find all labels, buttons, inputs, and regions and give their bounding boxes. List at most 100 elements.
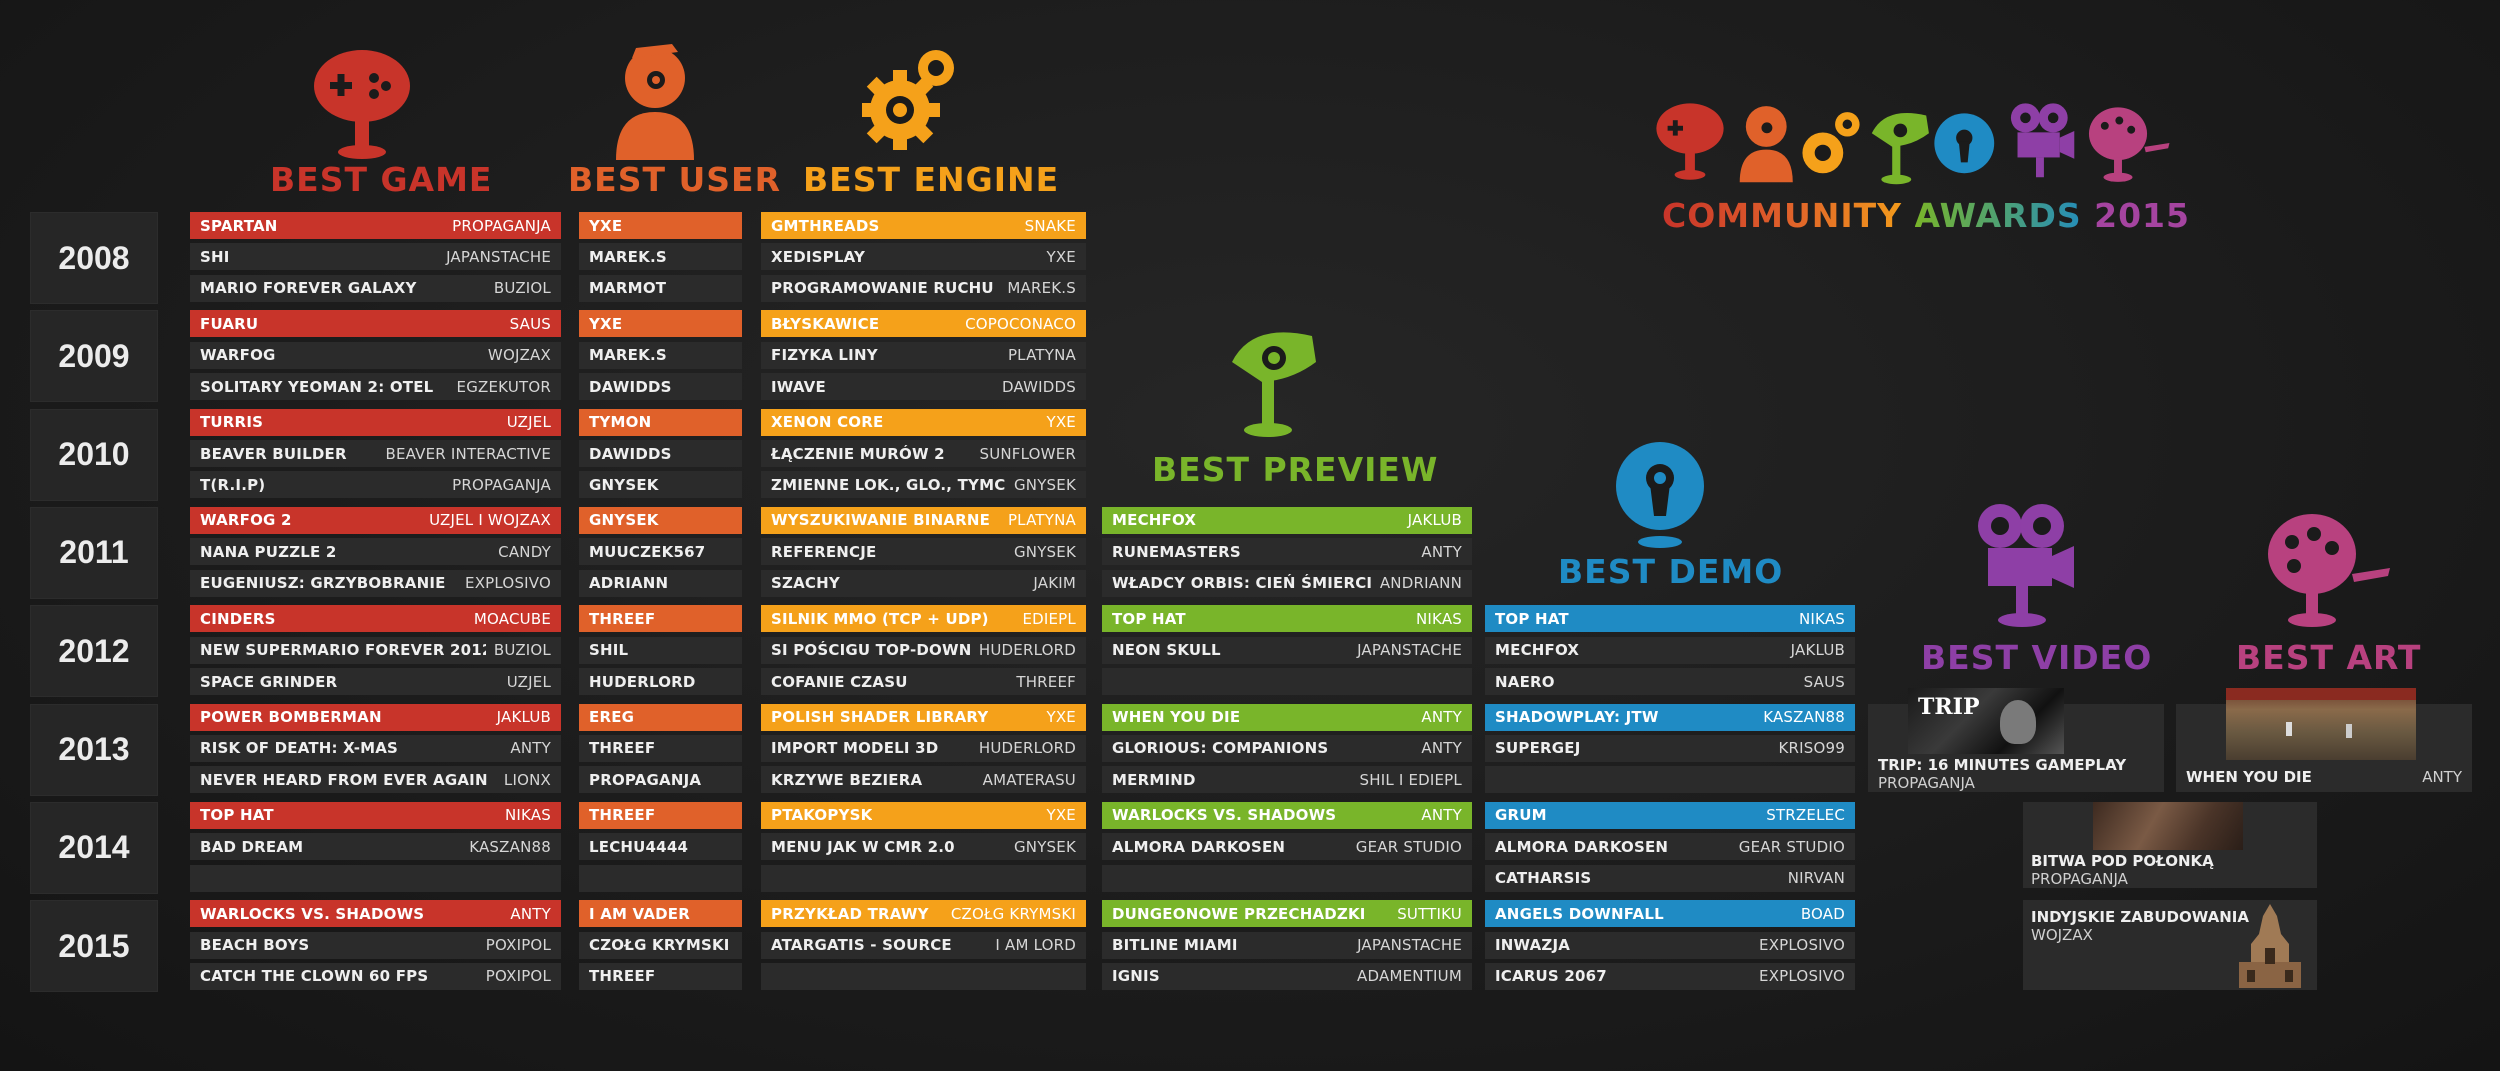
demo-entry[interactable]: ICARUS 2067 EXPLOSIVO	[1485, 962, 1855, 990]
game-entry[interactable]: NEW SUPERMARIO FOREVER 2012 BUZIOL	[190, 636, 561, 664]
video-card-bitwa[interactable]: BITWA POD POŁONKĄ PROPAGANJA	[2023, 802, 2317, 888]
game-entry[interactable]: CATCH THE CLOWN 60 FPS POXIPOL	[190, 962, 561, 990]
video-card-indyjskie[interactable]: INDYJSKIE ZABUDOWANIA WOJZAX	[2023, 900, 2317, 990]
demo-entry-winner[interactable]: ANGELS DOWNFALL BOAD	[1485, 900, 1855, 928]
preview-entry-winner[interactable]: DUNGEONOWE PRZECHADZKI SUTTIKU	[1102, 900, 1472, 928]
engine-entry[interactable]: ZMIENNE LOK., GLO., TYMC. GNYSEK	[761, 471, 1086, 499]
user-entry-winner[interactable]: YXE	[579, 310, 742, 338]
preview-entry-winner[interactable]: WHEN YOU DIE ANTY	[1102, 703, 1472, 731]
engine-entry[interactable]: PROGRAMOWANIE RUCHU MAREK.S	[761, 274, 1086, 302]
video-card-trip[interactable]: TRIP TRIP: 16 MINUTES GAMEPLAY PROPAGANJ…	[1868, 688, 2164, 792]
user-entry[interactable]: GNYSEK	[579, 471, 742, 499]
engine-entry-winner[interactable]: BŁYSKAWICE COPOCONACO	[761, 310, 1086, 338]
user-entry[interactable]: HUDERLORD	[579, 668, 742, 695]
game-entry[interactable]: BEACH BOYS POXIPOL	[190, 931, 561, 959]
engine-entry[interactable]: COFANIE CZASU THREEF	[761, 668, 1086, 695]
preview-entry-winner[interactable]: MECHFOX JAKLUB	[1102, 506, 1472, 534]
game-entry-winner[interactable]: POWER BOMBERMAN JAKLUB	[190, 703, 561, 731]
game-entry-winner[interactable]: TURRIS UZJEL	[190, 408, 561, 436]
preview-entry[interactable]: GLORIOUS: COMPANIONS ANTY	[1102, 734, 1472, 762]
game-entry[interactable]: NEVER HEARD FROM EVER AGAIN LIONX	[190, 766, 561, 794]
user-entry-winner[interactable]: EREG	[579, 703, 742, 731]
game-entry[interactable]: BAD DREAM KASZAN88	[190, 833, 561, 861]
engine-entry[interactable]: KRZYWE BEZIERA AMATERASU	[761, 766, 1086, 794]
user-entry[interactable]: LECHU4444	[579, 833, 742, 861]
game-entry[interactable]: SPACE GRINDER UZJEL	[190, 668, 561, 695]
entry-title: BEACH BOYS	[200, 936, 310, 954]
game-entry-winner[interactable]: FUARU SAUS	[190, 310, 561, 338]
user-entry-winner[interactable]: I AM VADER	[579, 900, 742, 928]
game-entry-winner[interactable]: WARFOG 2 UZJEL I WOJZAX	[190, 506, 561, 534]
demo-entry[interactable]: INWAZJA EXPLOSIVO	[1485, 931, 1855, 959]
preview-entry-winner[interactable]: TOP HAT NIKAS	[1102, 605, 1472, 633]
user-entry[interactable]: THREEF	[579, 734, 742, 762]
engine-entry[interactable]: SZACHY JAKIM	[761, 569, 1086, 597]
game-entry-winner[interactable]: WARLOCKS VS. SHADOWS ANTY	[190, 900, 561, 928]
user-entry-winner[interactable]: TYMON	[579, 408, 742, 436]
engine-entry[interactable]: ATARGATIS - SOURCE I AM LORD	[761, 931, 1086, 959]
user-entry[interactable]: MAREK.S	[579, 341, 742, 369]
preview-entry[interactable]: WŁADCY ORBIS: CIEŃ ŚMIERCI ANDRIANN	[1102, 569, 1472, 597]
user-entry-winner[interactable]: THREEF	[579, 605, 742, 633]
engine-entry-winner[interactable]: PTAKOPYSK YXE	[761, 801, 1086, 829]
demo-entry[interactable]: NAERO SAUS	[1485, 668, 1855, 695]
preview-entry[interactable]: IGNIS ADAMENTIUM	[1102, 962, 1472, 990]
user-entry[interactable]: MARMOT	[579, 274, 742, 302]
engine-entry-winner[interactable]: SILNIK MMO (TCP + UDP) EDIEPL	[761, 605, 1086, 633]
engine-entry-winner[interactable]: GMTHREADS SNAKE	[761, 212, 1086, 239]
game-entry-winner[interactable]: TOP HAT NIKAS	[190, 801, 561, 829]
user-entry-winner[interactable]: THREEF	[579, 801, 742, 829]
engine-entry[interactable]: REFERENCJE GNYSEK	[761, 538, 1086, 566]
demo-entry-winner[interactable]: GRUM STRZELEC	[1485, 801, 1855, 829]
demo-entry[interactable]: SUPERGEJ KRISO99	[1485, 734, 1855, 762]
engine-entry-winner[interactable]: PRZYKŁAD TRAWY CZOŁG KRYMSKI	[761, 900, 1086, 928]
engine-entry[interactable]: MENU JAK W CMR 2.0 GNYSEK	[761, 833, 1086, 861]
game-entry[interactable]: SHI JAPANSTACHE	[190, 243, 561, 271]
engine-entry-winner[interactable]: POLISH SHADER LIBRARY YXE	[761, 703, 1086, 731]
demo-entry-winner[interactable]: TOP HAT NIKAS	[1485, 605, 1855, 633]
user-entry-winner[interactable]: YXE	[579, 212, 742, 239]
game-entry-winner[interactable]: SPARTAN PROPAGANJA	[190, 212, 561, 239]
engine-entry[interactable]: IMPORT MODELI 3D HUDERLORD	[761, 734, 1086, 762]
user-entry[interactable]: MUUCZEK567	[579, 538, 742, 566]
engine-entry[interactable]: SI POŚCIGU TOP-DOWN HUDERLORD	[761, 636, 1086, 664]
preview-entry[interactable]: NEON SKULL JAPANSTACHE	[1102, 636, 1472, 664]
game-entry[interactable]: WARFOG WOJZAX	[190, 341, 561, 369]
game-entry-winner[interactable]: CINDERS MOACUBE	[190, 605, 561, 633]
demo-entry[interactable]: ALMORA DARKOSEN GEAR STUDIO	[1485, 833, 1855, 861]
engine-entry[interactable]: IWAVE DAWIDDS	[761, 373, 1086, 401]
user-entry[interactable]: THREEF	[579, 962, 742, 990]
preview-entry-winner[interactable]: WARLOCKS VS. SHADOWS ANTY	[1102, 801, 1472, 829]
entry-author: ANDRIANN	[1379, 574, 1462, 593]
preview-entry[interactable]: ALMORA DARKOSEN GEAR STUDIO	[1102, 833, 1472, 861]
engine-entry[interactable]: ŁĄCZENIE MURÓW 2 SUNFLOWER	[761, 440, 1086, 467]
game-entry[interactable]: MARIO FOREVER GALAXY BUZIOL	[190, 274, 561, 302]
art-card-when-you-die[interactable]: WHEN YOU DIE ANTY	[2176, 688, 2472, 792]
demo-entry[interactable]: CATHARSIS NIRVAN	[1485, 864, 1855, 892]
demo-entry[interactable]: MECHFOX JAKLUB	[1485, 636, 1855, 664]
engine-entry[interactable]: XEDISPLAY YXE	[761, 243, 1086, 271]
engine-entry-winner[interactable]: WYSZUKIWANIE BINARNE PLATYNA	[761, 506, 1086, 534]
game-entry[interactable]: RISK OF DEATH: X-MAS ANTY	[190, 734, 561, 762]
entry-title: FIZYKA LINY	[771, 346, 878, 365]
user-entry[interactable]: DAWIDDS	[579, 440, 742, 467]
user-entry[interactable]: PROPAGANJA	[579, 766, 742, 794]
game-entry[interactable]: BEAVER BUILDER BEAVER INTERACTIVE	[190, 440, 561, 467]
engine-entry-winner[interactable]: XENON CORE YXE	[761, 408, 1086, 436]
game-entry[interactable]: T(R.I.P) PROPAGANJA	[190, 471, 561, 499]
user-entry[interactable]: ADRIANN	[579, 569, 742, 597]
user-entry[interactable]: SHIL	[579, 636, 742, 664]
game-entry[interactable]: EUGENIUSZ: GRZYBOBRANIE EXPLOSIVO	[190, 569, 561, 597]
preview-entry[interactable]: RUNEMASTERS ANTY	[1102, 538, 1472, 566]
user-entry-winner[interactable]: GNYSEK	[579, 506, 742, 534]
entry-title: MUUCZEK567	[589, 542, 706, 561]
user-entry[interactable]: CZOŁG KRYMSKI	[579, 931, 742, 959]
preview-entry[interactable]: MERMIND SHIL I EDIEPL	[1102, 766, 1472, 794]
user-entry[interactable]: DAWIDDS	[579, 373, 742, 401]
user-entry[interactable]: MAREK.S	[579, 243, 742, 271]
demo-entry-winner[interactable]: SHADOWPLAY: JTW KASZAN88	[1485, 703, 1855, 731]
engine-entry[interactable]: FIZYKA LINY PLATYNA	[761, 341, 1086, 369]
game-entry[interactable]: SOLITARY YEOMAN 2: OTEL EGZEKUTOR	[190, 373, 561, 401]
game-entry[interactable]: NANA PUZZLE 2 CANDY	[190, 538, 561, 566]
preview-entry[interactable]: BITLINE MIAMI JAPANSTACHE	[1102, 931, 1472, 959]
